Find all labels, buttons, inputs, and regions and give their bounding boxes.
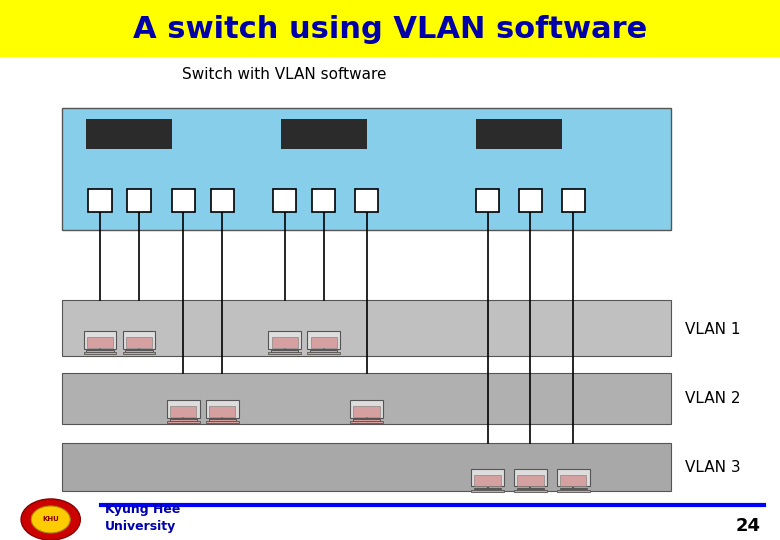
Text: 24: 24 bbox=[736, 517, 760, 535]
Bar bbox=[167, 401, 200, 418]
Bar bbox=[206, 421, 239, 423]
Bar bbox=[271, 338, 298, 348]
Circle shape bbox=[31, 506, 70, 533]
Bar bbox=[125, 350, 153, 352]
Bar bbox=[122, 352, 155, 354]
Bar bbox=[514, 490, 547, 491]
Bar bbox=[88, 189, 112, 212]
Circle shape bbox=[21, 499, 80, 540]
Bar bbox=[209, 407, 236, 417]
Bar bbox=[83, 352, 116, 354]
Bar bbox=[62, 108, 671, 230]
Bar bbox=[169, 419, 197, 421]
Bar bbox=[307, 332, 340, 349]
Bar bbox=[208, 419, 236, 421]
Bar bbox=[516, 488, 544, 489]
Bar bbox=[211, 189, 234, 212]
Bar bbox=[514, 469, 547, 487]
Bar bbox=[355, 189, 378, 212]
Bar bbox=[312, 189, 335, 212]
Bar bbox=[350, 421, 383, 423]
Bar bbox=[273, 189, 296, 212]
Bar bbox=[268, 332, 301, 349]
Text: Switch with VLAN software: Switch with VLAN software bbox=[183, 67, 387, 82]
Bar bbox=[557, 490, 590, 491]
Bar bbox=[87, 338, 113, 348]
Bar bbox=[562, 189, 585, 212]
Bar bbox=[476, 189, 499, 212]
Bar bbox=[350, 401, 383, 418]
Bar bbox=[206, 401, 239, 418]
Bar bbox=[268, 352, 301, 354]
Bar bbox=[310, 338, 337, 348]
Bar bbox=[559, 488, 587, 489]
Bar bbox=[353, 419, 381, 421]
Bar bbox=[62, 373, 671, 424]
Bar bbox=[473, 488, 502, 489]
Bar bbox=[172, 189, 195, 212]
Bar bbox=[0, 0, 780, 57]
Bar bbox=[474, 475, 501, 486]
Text: A switch using VLAN software: A switch using VLAN software bbox=[133, 15, 647, 44]
Bar bbox=[127, 189, 151, 212]
Bar bbox=[476, 119, 562, 148]
Bar bbox=[83, 332, 116, 349]
Bar bbox=[307, 352, 340, 354]
Bar bbox=[86, 119, 172, 148]
Bar bbox=[517, 475, 544, 486]
Bar bbox=[560, 475, 587, 486]
Text: Kyung Hee
University: Kyung Hee University bbox=[105, 503, 181, 534]
Bar bbox=[310, 350, 338, 352]
Text: VLAN 3: VLAN 3 bbox=[685, 460, 740, 475]
Bar bbox=[167, 421, 200, 423]
Text: VLAN 1: VLAN 1 bbox=[685, 322, 740, 337]
Bar bbox=[353, 407, 380, 417]
Bar bbox=[126, 338, 152, 348]
Bar bbox=[170, 407, 197, 417]
Bar bbox=[471, 469, 504, 487]
Text: KHU: KHU bbox=[42, 516, 59, 523]
Bar bbox=[281, 119, 367, 148]
Bar bbox=[557, 469, 590, 487]
Bar bbox=[62, 443, 671, 491]
Bar bbox=[271, 350, 299, 352]
Bar bbox=[122, 332, 155, 349]
Bar bbox=[86, 350, 114, 352]
Text: VLAN 2: VLAN 2 bbox=[685, 391, 740, 406]
Bar bbox=[62, 300, 671, 356]
Bar bbox=[519, 189, 542, 212]
Bar bbox=[471, 490, 504, 491]
